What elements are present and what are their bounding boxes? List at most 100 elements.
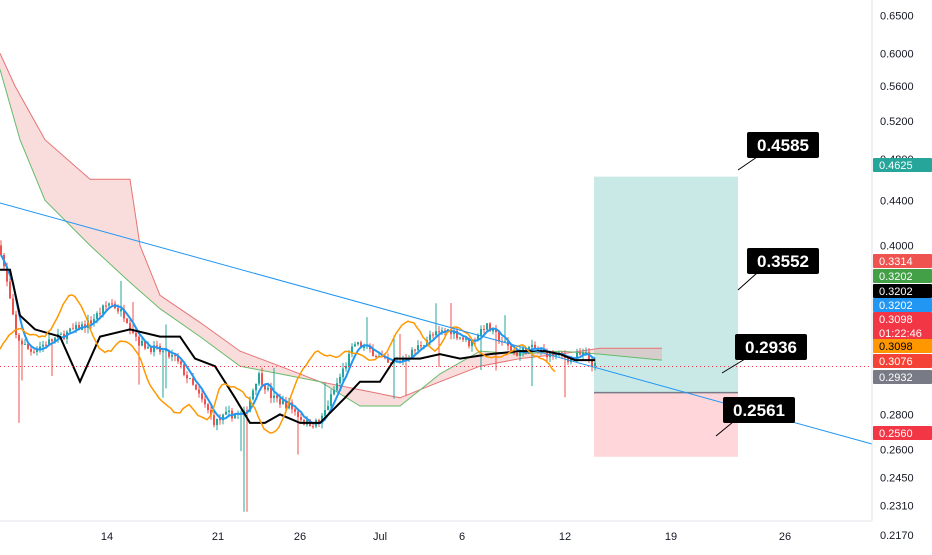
candle-body [591,359,593,367]
candle [126,317,128,324]
candle-body [15,314,17,335]
candle [162,347,164,398]
callout-pointer [737,156,758,171]
candle-body [180,361,182,365]
candle-body [333,390,335,395]
candle [12,293,14,316]
kijun-line [0,268,595,424]
price-badge: 0.3202 [873,298,932,312]
x-tick-label: 6 [459,531,465,543]
candle-body [345,365,347,369]
candle [123,304,125,323]
candle-body [99,313,101,315]
y-tick-label: 0.5200 [880,116,914,128]
candle [291,399,293,414]
candle-body [18,334,20,341]
candle-body [435,331,437,336]
candle-body [330,394,332,406]
candle-body [117,308,119,312]
candle [63,330,65,341]
callout-label: 0.4585 [757,136,809,155]
candle-body [348,353,350,366]
candle-body [30,348,32,352]
candle-body [582,352,584,355]
candle [330,389,332,411]
badge-label: 0.2932 [879,372,913,384]
candle [216,418,218,431]
candle-body [165,349,167,352]
candle [357,341,359,346]
candle-body [207,404,209,411]
candle [552,349,554,360]
candle-body [111,303,113,305]
candle [531,339,533,387]
badge-sublabel: 01:22:46 [879,328,922,340]
candle-body [270,387,272,399]
candle [51,338,53,377]
y-tick-label: 0.2600 [880,444,914,456]
candle-body [297,411,299,418]
candle-body [234,414,236,419]
candle-body [414,349,416,351]
candle-body [93,319,95,324]
candle [453,327,455,340]
candle [111,299,113,306]
callout-pointer [715,421,734,437]
candle [300,413,302,424]
target-zone [594,176,738,393]
candle-body [48,339,50,346]
price-badge: 0.2560 [873,426,932,440]
candle [237,410,239,420]
candle [354,341,356,347]
candle-body [462,337,464,340]
candle [186,371,188,384]
candle-body [570,357,572,362]
candle [432,332,434,339]
candle [120,280,122,317]
candle-body [585,352,587,354]
candle-body [264,384,266,390]
candle [276,393,278,403]
candle [171,349,173,362]
candle-body [90,320,92,324]
candle-body [183,364,185,375]
candle-body [144,340,146,349]
candle-body [69,328,71,332]
candle [15,310,17,339]
candle-body [354,344,356,347]
candle [180,359,182,369]
candle-body [123,309,125,319]
x-tick-label: 19 [665,531,677,543]
candle-body [36,349,38,353]
candle-body [336,383,338,391]
candle-body [522,348,524,352]
candle-body [195,384,197,390]
candle-body [429,334,431,341]
candle [138,335,140,385]
candle-body [96,313,98,320]
candle [189,378,191,380]
badge-bg [873,312,932,340]
candle-body [351,346,353,354]
badge-label: 0.3202 [879,300,913,312]
y-tick-label: 0.4000 [880,240,914,252]
candle [345,362,347,372]
badge-label: 0.3202 [879,286,913,298]
callout-label: 0.3552 [757,252,809,271]
price-badge: 0.3202 [873,269,932,283]
badge-label: 0.3314 [879,256,913,268]
badge-bg [873,354,932,368]
candle-body [216,419,218,426]
price-callouts: 0.4585 0.3552 0.2936 0.2561 [715,132,819,437]
candle-body [225,411,227,415]
candle-body [228,410,230,412]
badge-bg [873,426,932,440]
candle-body [519,351,521,356]
candle [336,377,338,393]
candle [36,346,38,356]
callout-pointer [737,272,758,291]
candle-body [255,383,257,391]
candle [333,385,335,396]
